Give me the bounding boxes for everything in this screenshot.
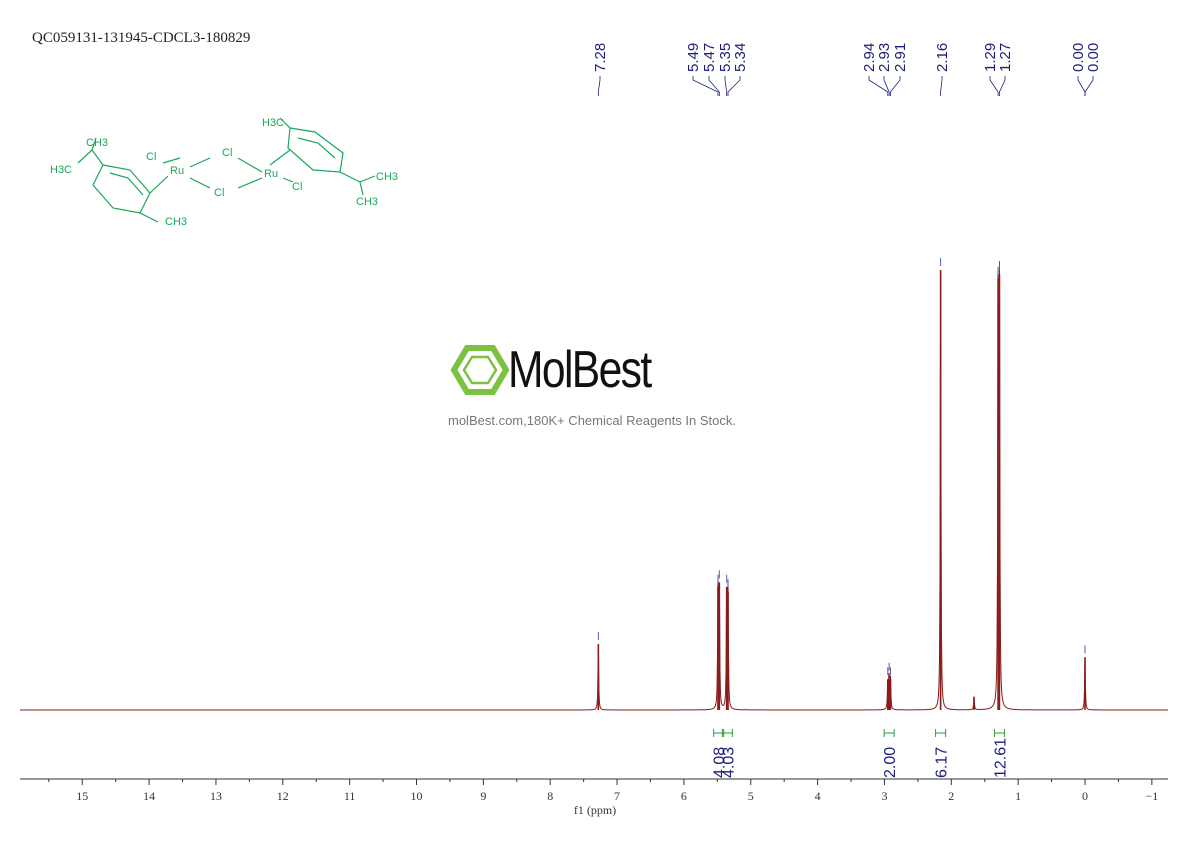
peak-label: 0.00 bbox=[1085, 43, 1102, 72]
molecule-label: Cl bbox=[222, 147, 232, 159]
peak-label-connector bbox=[999, 76, 1006, 96]
peak-label: 2.16 bbox=[934, 43, 951, 72]
logo-text: MolBest bbox=[508, 341, 652, 399]
molecule-label: H3C bbox=[262, 117, 284, 129]
integral-value: 12.61 bbox=[992, 738, 1009, 778]
x-tick-label: 10 bbox=[411, 789, 423, 803]
x-tick-label: 2 bbox=[948, 789, 954, 803]
sample-id: QC059131-131945-CDCL3-180829 bbox=[32, 30, 251, 46]
x-tick-label: 14 bbox=[143, 789, 155, 803]
molecule-label: H3C bbox=[50, 164, 72, 176]
peak-label: 5.34 bbox=[732, 43, 749, 72]
peak-label-connector bbox=[989, 76, 999, 96]
peak-label-connector bbox=[724, 76, 728, 96]
spectrum-trace bbox=[20, 261, 1168, 711]
integrals-layer: 4.084.03 2.00 6.17 12.61 bbox=[712, 729, 1009, 778]
x-tick-label: 5 bbox=[748, 789, 754, 803]
x-axis: 15 14 13 12 11 10 9 8 7 6 5 4 3 2 1 0 −1f1 (ppm) bbox=[20, 778, 1168, 817]
molecule-label: Cl bbox=[292, 181, 302, 193]
peak-label: 2.93 bbox=[876, 43, 893, 72]
molecule-label: Ru bbox=[264, 168, 278, 180]
molecule-labels: CH3 H3C Cl Cl Ru Cl Ru Cl CH3 H3C CH3 CH3 bbox=[50, 117, 398, 228]
peak-label: 1.27 bbox=[997, 43, 1014, 72]
x-tick-label: 1 bbox=[1015, 789, 1021, 803]
x-tick-label: 9 bbox=[480, 789, 486, 803]
peak-label: 2.94 bbox=[861, 43, 878, 72]
x-tick-label: 3 bbox=[881, 789, 887, 803]
right-arene-inner bbox=[297, 137, 336, 159]
x-axis-label: f1 (ppm) bbox=[574, 803, 616, 817]
peak-label-connector bbox=[708, 76, 720, 96]
left-arene-inner bbox=[109, 172, 144, 196]
molecule-label: CH3 bbox=[86, 137, 108, 149]
peak-label-connector bbox=[597, 76, 601, 96]
molecule-label: Cl bbox=[146, 151, 156, 163]
peak-label-connector bbox=[940, 76, 943, 96]
peak-labels-layer: 7.28 5.49 5.47 5.355.34 2.942.93 2.91 2.16 1.29… bbox=[592, 43, 1102, 96]
peak-label: 1.29 bbox=[982, 43, 999, 72]
x-tick-label: 8 bbox=[547, 789, 553, 803]
molecule-label: CH3 bbox=[356, 196, 378, 208]
tagline: molBest.com,180K+ Chemical Reagents In S… bbox=[448, 413, 736, 428]
right-arene-ring bbox=[287, 127, 344, 173]
peak-label: 5.47 bbox=[701, 43, 718, 72]
peak-label: 0.00 bbox=[1070, 43, 1087, 72]
spectrum-layer bbox=[20, 258, 1168, 711]
molecule-label: Cl bbox=[214, 187, 224, 199]
peak-label: 5.49 bbox=[685, 43, 702, 72]
peak-label-connector bbox=[1084, 76, 1094, 96]
molecule-structure bbox=[77, 117, 376, 223]
x-tick-label: 7 bbox=[614, 789, 620, 803]
peak-label-connector bbox=[1077, 76, 1086, 96]
integral-value: 4.08 bbox=[712, 747, 729, 778]
left-arene-ring bbox=[92, 164, 151, 214]
logo-hexagon-icon bbox=[450, 345, 510, 395]
molecule-label: Ru bbox=[170, 165, 184, 177]
x-tick-label: 4 bbox=[815, 789, 821, 803]
x-tick-label: 11 bbox=[344, 789, 356, 803]
peak-label-connector bbox=[883, 76, 890, 96]
x-tick-label: 13 bbox=[210, 789, 222, 803]
integral-value: 6.17 bbox=[934, 747, 951, 778]
peak-label: 7.28 bbox=[592, 43, 609, 72]
peak-label-connector bbox=[890, 76, 901, 96]
peak-label-connector bbox=[868, 76, 889, 96]
x-tick-label: −1 bbox=[1145, 789, 1158, 803]
molecule-label: CH3 bbox=[165, 216, 187, 228]
x-tick-label: 15 bbox=[76, 789, 88, 803]
x-tick-label: 6 bbox=[681, 789, 687, 803]
peak-label: 2.91 bbox=[892, 43, 909, 72]
peak-label: 5.35 bbox=[717, 43, 734, 72]
x-tick-label: 0 bbox=[1082, 789, 1088, 803]
x-tick-label: 12 bbox=[277, 789, 289, 803]
integral-value: 4.03 bbox=[720, 747, 737, 778]
peak-label-connector bbox=[692, 76, 719, 96]
integral-value: 2.00 bbox=[882, 747, 899, 778]
molecule-label: CH3 bbox=[376, 171, 398, 183]
peak-label-connector bbox=[727, 76, 741, 96]
